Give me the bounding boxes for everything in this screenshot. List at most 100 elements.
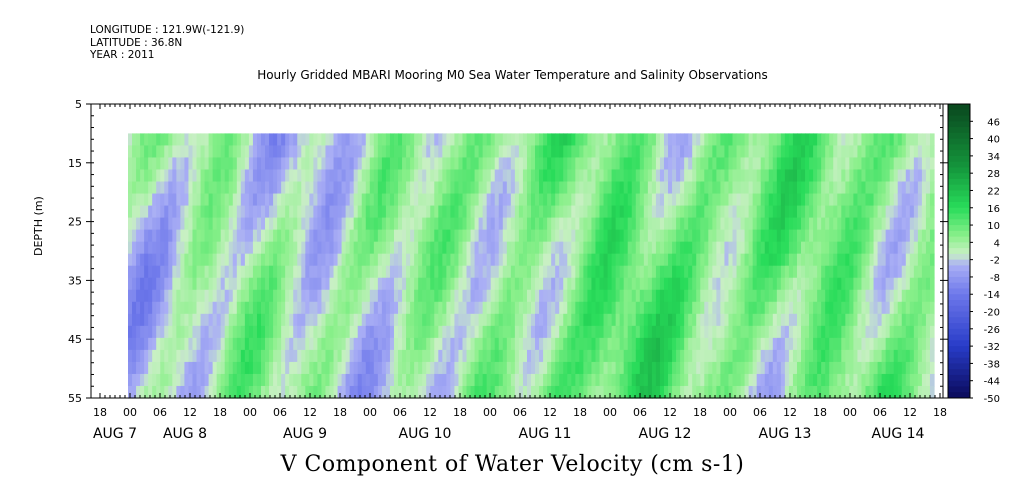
heatmap-cell [639, 241, 645, 255]
heatmap-cell [341, 217, 347, 231]
heatmap-cell [228, 217, 234, 231]
heatmap-cell [321, 133, 327, 147]
heatmap-cell [265, 289, 270, 303]
heatmap-cell [349, 241, 355, 255]
heatmap-cell [297, 133, 302, 147]
heatmap-cell [567, 181, 572, 195]
heatmap-cell [269, 145, 274, 159]
heatmap-cell [313, 373, 319, 387]
heatmap-cell [643, 337, 649, 351]
heatmap-cell [252, 145, 258, 159]
heatmap-cell [450, 157, 456, 171]
heatmap-cell [780, 289, 786, 303]
heatmap-cell [655, 361, 661, 375]
heatmap-cell [583, 349, 589, 363]
heatmap-cell [305, 205, 310, 219]
heatmap-cell [901, 145, 907, 159]
heatmap-cell [160, 349, 165, 363]
heatmap-cell [837, 205, 842, 219]
heatmap-cell [474, 241, 480, 255]
heatmap-cell [144, 349, 149, 363]
heatmap-cell [418, 301, 423, 315]
heatmap-cell [281, 229, 286, 243]
heatmap-cell [825, 361, 830, 375]
heatmap-cell [607, 241, 613, 255]
heatmap-cell [136, 289, 141, 303]
heatmap-cell [881, 325, 887, 339]
heatmap-cell [619, 157, 625, 171]
heatmap-cell [587, 217, 593, 231]
heatmap-cell [293, 349, 298, 363]
heatmap-cell [672, 385, 677, 399]
heatmap-cell [430, 181, 435, 195]
heatmap-cell [825, 157, 830, 171]
heatmap-cell [563, 277, 568, 291]
heatmap-cell [720, 325, 726, 339]
heatmap-cell [623, 157, 629, 171]
heatmap-cell [144, 313, 149, 327]
heatmap-cell [128, 325, 133, 339]
heatmap-cell [498, 253, 504, 267]
heatmap-cell [752, 361, 758, 375]
heatmap-cell [784, 193, 790, 207]
heatmap-cell [160, 361, 165, 375]
heatmap-cell [651, 229, 657, 243]
heatmap-cell [180, 157, 186, 171]
heatmap-cell [502, 229, 508, 243]
heatmap-cell [248, 241, 254, 255]
heatmap-cell [389, 277, 395, 291]
heatmap-cell [531, 337, 536, 351]
heatmap-cell [913, 145, 919, 159]
heatmap-cell [184, 265, 190, 279]
heatmap-cell [482, 241, 488, 255]
heatmap-cell [361, 289, 367, 303]
heatmap-cell [293, 313, 298, 327]
heatmap-cell [925, 205, 931, 219]
heatmap-cell [196, 145, 202, 159]
heatmap-cell [756, 325, 762, 339]
x-hour-label: 06 [153, 406, 167, 419]
heatmap-cell [853, 169, 859, 183]
heatmap-cell [216, 193, 222, 207]
heatmap-cell [128, 373, 133, 387]
heatmap-cell [385, 145, 391, 159]
heatmap-cell [752, 385, 758, 399]
heatmap-cell [236, 133, 242, 147]
heatmap-cell [543, 145, 548, 159]
heatmap-cell [728, 205, 734, 219]
heatmap-cell [224, 349, 230, 363]
heatmap-cell [567, 265, 572, 279]
heatmap-cell [482, 301, 488, 315]
colorbar-label: 4 [994, 238, 1000, 249]
heatmap-cell [273, 373, 278, 387]
heatmap-cell [273, 229, 278, 243]
heatmap-cell [809, 385, 814, 399]
heatmap-cell [172, 145, 177, 159]
heatmap-cell [454, 349, 460, 363]
heatmap-cell [720, 193, 726, 207]
heatmap-cell [825, 169, 830, 183]
heatmap-cell [708, 229, 713, 243]
heatmap-cell [817, 313, 822, 327]
heatmap-cell [410, 193, 415, 207]
heatmap-cell [518, 205, 524, 219]
heatmap-cell [728, 133, 734, 147]
heatmap-cell [603, 301, 609, 315]
heatmap-cell [732, 169, 738, 183]
heatmap-cell [389, 313, 395, 327]
heatmap-cell [353, 241, 359, 255]
heatmap-cell [506, 301, 512, 315]
heatmap-cell [313, 205, 319, 219]
heatmap-cell [522, 301, 528, 315]
colorbar-swatch [948, 253, 970, 261]
heatmap-cell [575, 157, 580, 171]
heatmap-cell [402, 313, 407, 327]
heatmap-cell [188, 301, 194, 315]
heatmap-cell [720, 157, 726, 171]
heatmap-cell [837, 241, 842, 255]
heatmap-cell [164, 145, 169, 159]
heatmap-cell [313, 289, 319, 303]
colorbar-swatch [948, 144, 970, 151]
heatmap-cell [688, 205, 693, 219]
heatmap-cell [381, 217, 387, 231]
